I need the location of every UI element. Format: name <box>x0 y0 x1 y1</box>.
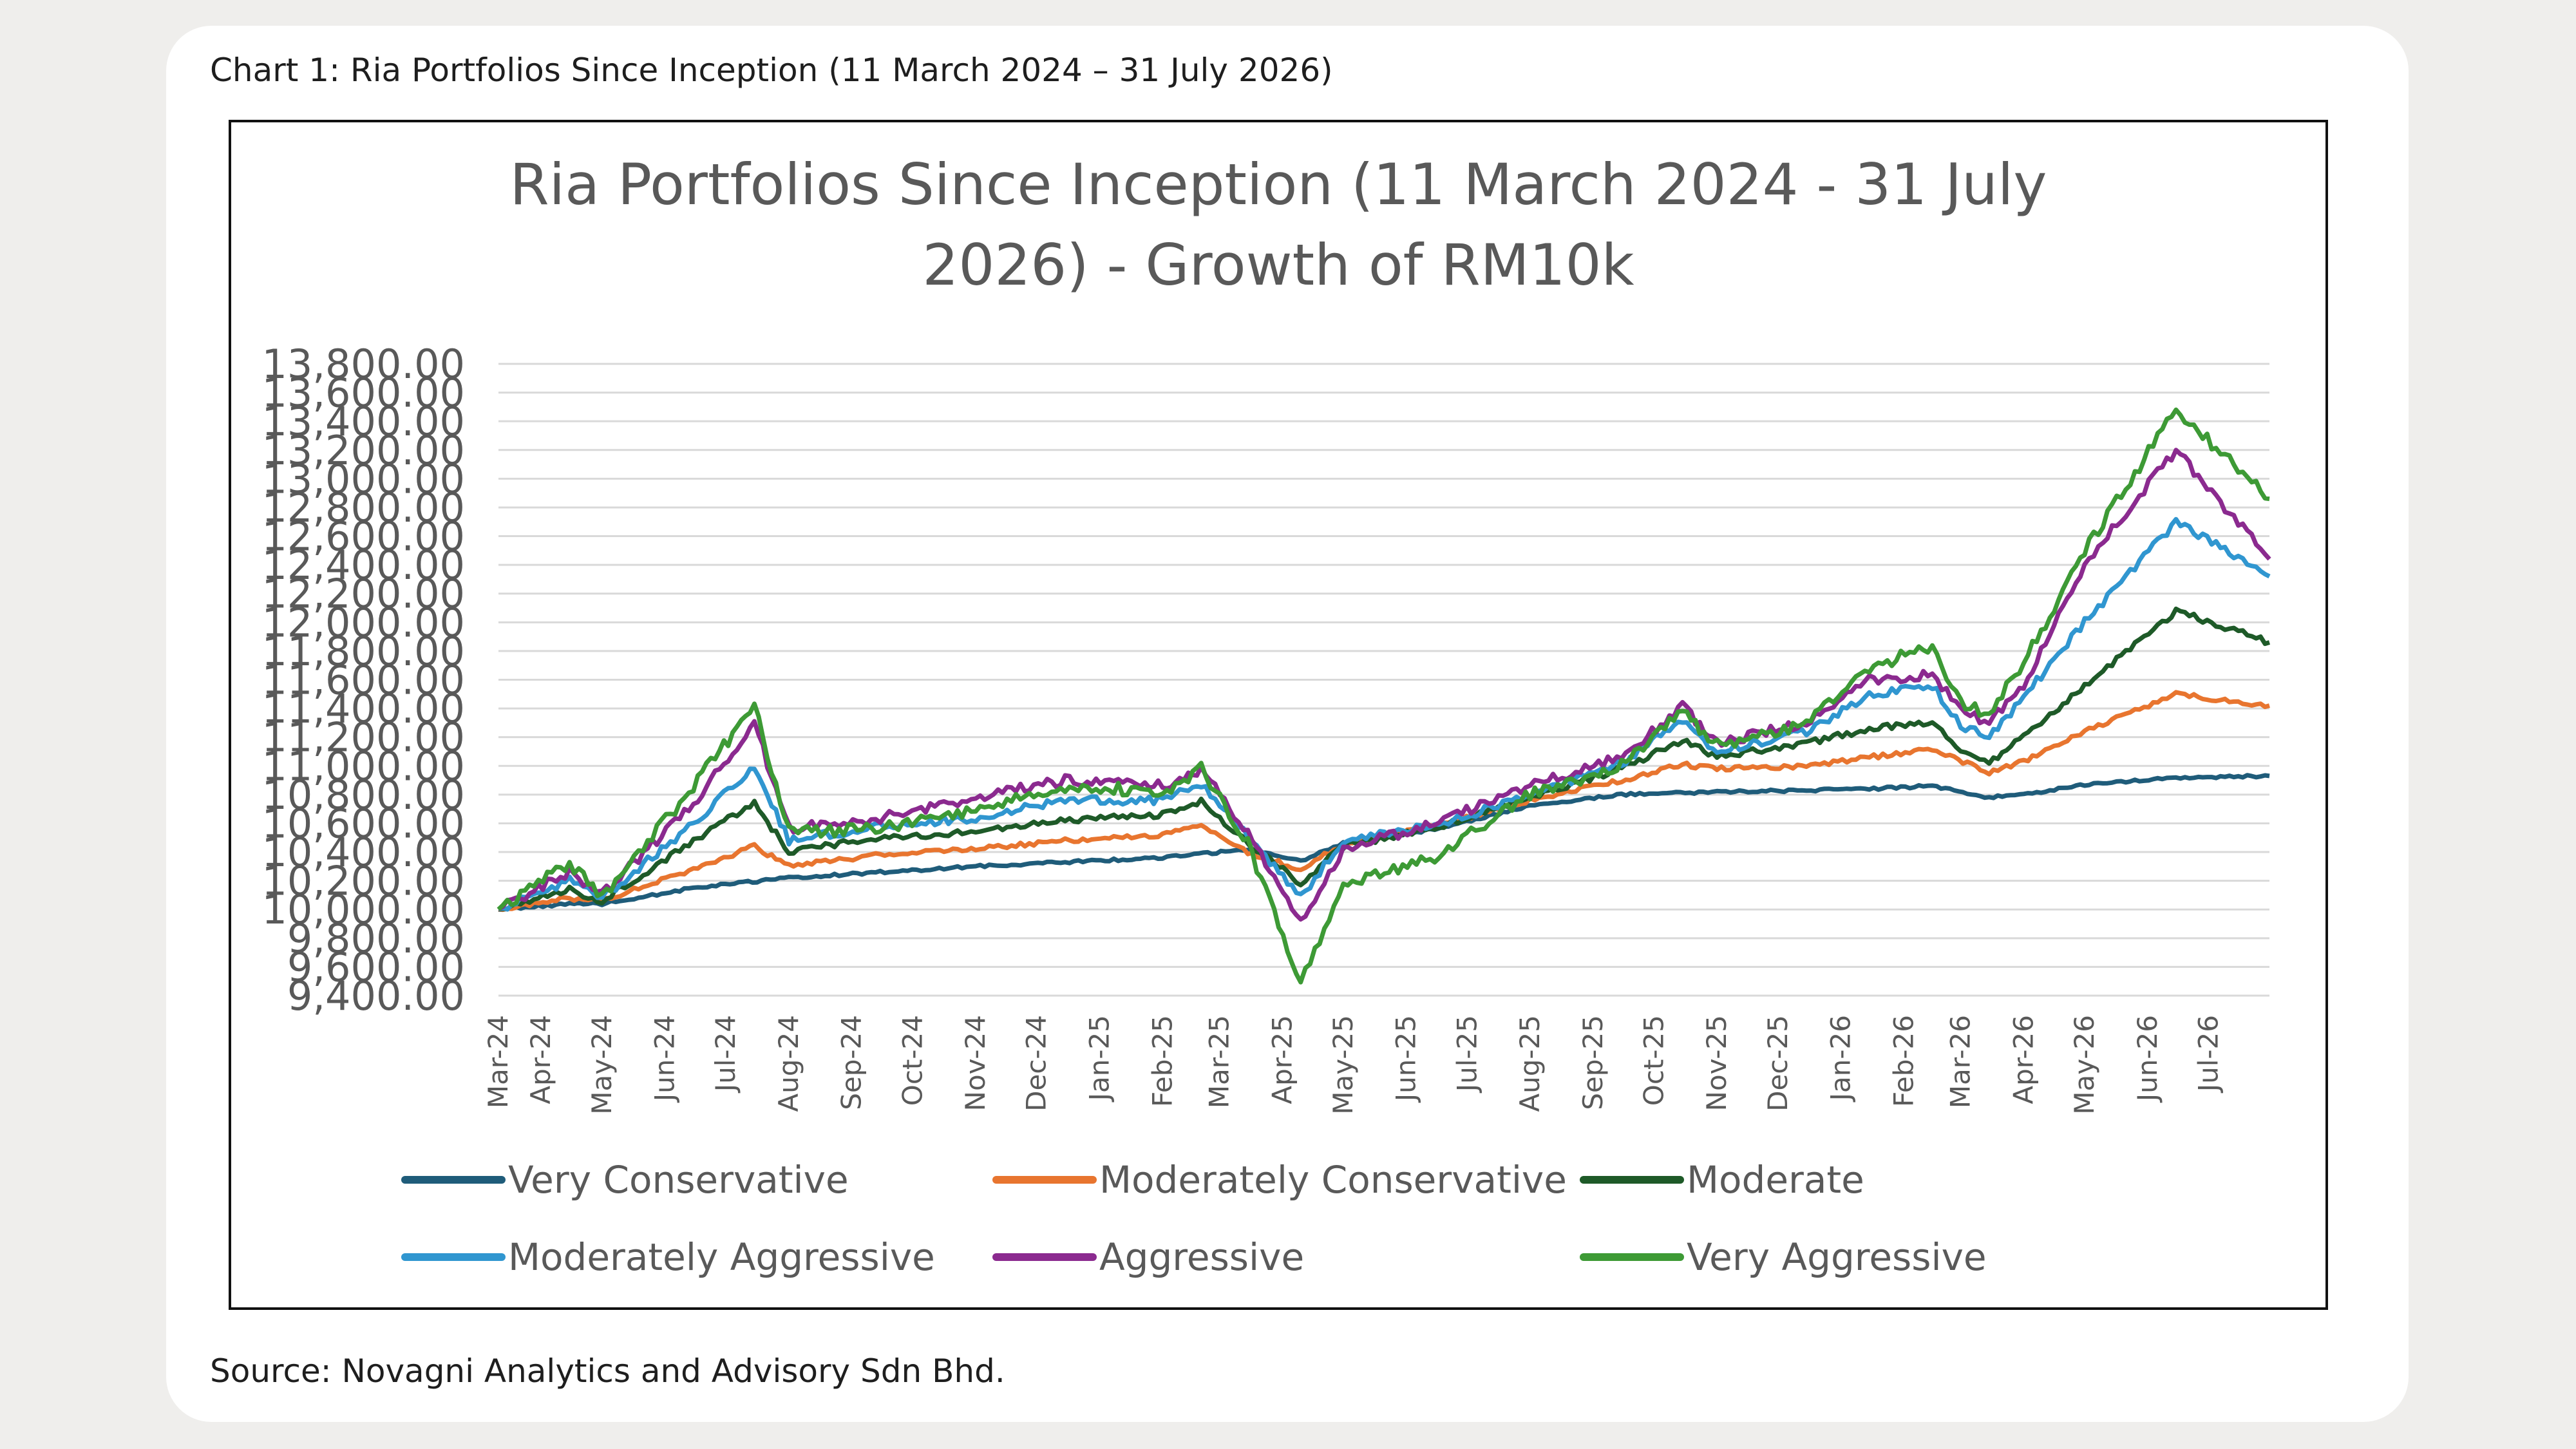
x-tick-label: Sep-24 <box>836 1015 867 1110</box>
x-tick-label: May-26 <box>2069 1015 2100 1115</box>
y-tick-label: 12,000.00 <box>261 599 465 646</box>
x-tick-label: Dec-24 <box>1021 1015 1052 1112</box>
legend-label: Moderately Conservative <box>1099 1158 1567 1202</box>
legend-label: Moderately Aggressive <box>508 1235 935 1279</box>
x-tick-label: Jan-25 <box>1083 1015 1115 1103</box>
x-tick-label: Mar-24 <box>482 1015 514 1108</box>
y-tick-label: 11,600.00 <box>261 657 465 704</box>
x-tick-label: Apr-26 <box>2007 1015 2039 1104</box>
x-tick-label: Jan-26 <box>1825 1015 1857 1103</box>
x-tick-label: Aug-25 <box>1514 1015 1546 1112</box>
x-tick-label: Jun-24 <box>649 1015 681 1103</box>
y-tick-label: 10,600.00 <box>261 800 465 847</box>
y-tick-label: 12,400.00 <box>261 542 465 589</box>
x-tick-label: Mar-25 <box>1204 1015 1235 1108</box>
y-tick-label: 9,600.00 <box>287 943 465 990</box>
x-tick-label: Dec-25 <box>1762 1015 1794 1112</box>
x-tick-label: Oct-24 <box>896 1015 928 1106</box>
x-tick-label: Feb-26 <box>1888 1015 1919 1107</box>
y-tick-label: 11,400.00 <box>261 685 465 732</box>
chart-caption: Chart 1: Ria Portfolios Since Inception … <box>210 52 1333 89</box>
y-tick-label: 11,000.00 <box>261 743 465 790</box>
y-tick-label: 13,200.00 <box>261 427 465 474</box>
x-tick-label: Oct-25 <box>1638 1015 1669 1106</box>
x-tick-label: Nov-24 <box>960 1015 991 1111</box>
y-tick-label: 13,000.00 <box>261 455 465 502</box>
series-line <box>498 690 2270 912</box>
y-tick-label: 13,600.00 <box>261 370 465 417</box>
x-tick-label: May-24 <box>586 1015 618 1115</box>
y-tick-label: 10,200.00 <box>261 858 465 905</box>
chart-title-line-2: 2026) - Growth of RM10k <box>922 232 1634 298</box>
x-tick-label: Mar-26 <box>1945 1015 1976 1108</box>
y-tick-label: 12,800.00 <box>261 484 465 531</box>
legend-label: Very Conservative <box>508 1158 849 1202</box>
x-tick-label: Jun-25 <box>1390 1015 1422 1103</box>
y-tick-label: 13,800.00 <box>261 341 465 388</box>
series-line <box>497 407 2270 985</box>
x-tick-label: Jul-25 <box>1451 1015 1482 1094</box>
y-tick-label: 10,400.00 <box>261 829 465 876</box>
legend-label: Very Aggressive <box>1687 1235 1987 1279</box>
y-tick-label: 12,600.00 <box>261 513 465 560</box>
x-tick-label: Jul-26 <box>2192 1015 2224 1094</box>
x-tick-label: Apr-25 <box>1266 1015 1298 1104</box>
x-tick-label: Feb-25 <box>1146 1015 1178 1107</box>
legend-label: Aggressive <box>1099 1235 1304 1279</box>
x-tick-label: Jun-26 <box>2132 1015 2163 1103</box>
x-tick-label: Apr-24 <box>525 1015 556 1104</box>
x-tick-label: May-25 <box>1327 1015 1359 1115</box>
x-tick-label: Nov-25 <box>1701 1015 1732 1111</box>
x-tick-label: Aug-24 <box>773 1015 804 1112</box>
x-tick-label: Jul-24 <box>710 1015 741 1094</box>
x-tick-label: Sep-25 <box>1577 1015 1609 1110</box>
y-tick-label: 9,400.00 <box>287 972 465 1019</box>
chart-title-line-1: Ria Portfolios Since Inception (11 March… <box>509 151 2047 218</box>
line-chart: 9,400.009,600.009,800.0010,000.0010,200.… <box>261 341 2271 1279</box>
y-tick-label: 10,000.00 <box>261 886 465 933</box>
series-line <box>498 606 2271 912</box>
y-tick-label: 13,400.00 <box>261 398 465 445</box>
series-line <box>497 516 2271 912</box>
y-tick-label: 11,800.00 <box>261 628 465 675</box>
y-tick-label: 11,200.00 <box>261 714 465 761</box>
y-tick-label: 10,800.00 <box>261 772 465 819</box>
source-note: Source: Novagni Analytics and Advisory S… <box>210 1352 1005 1390</box>
y-tick-label: 12,200.00 <box>261 571 465 618</box>
chart-frame: Ria Portfolios Since Inception (11 March… <box>229 120 2328 1310</box>
legend-label: Moderate <box>1687 1158 1864 1202</box>
y-tick-label: 9,800.00 <box>287 915 465 962</box>
